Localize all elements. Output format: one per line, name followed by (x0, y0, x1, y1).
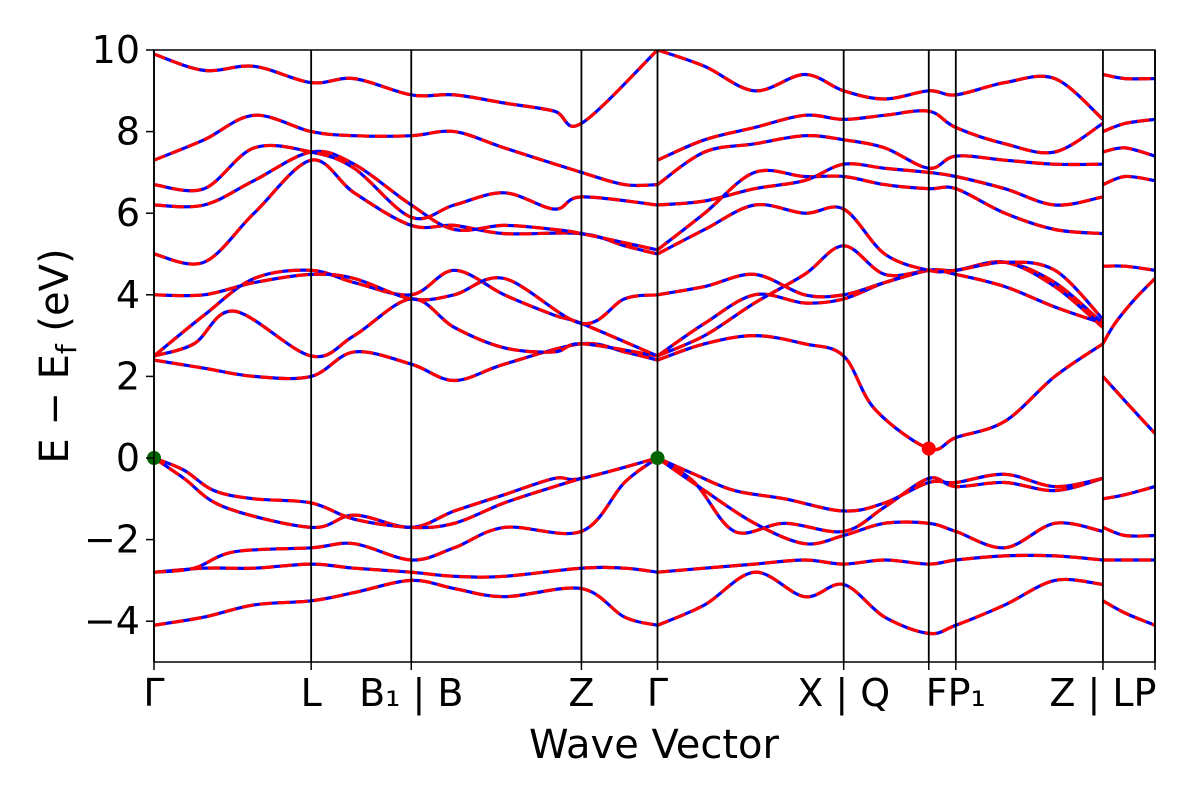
plot-frame (153, 49, 1156, 663)
band-line-19 (656, 202, 1105, 321)
band-line-1 (656, 570, 1104, 636)
band-line-32 (1102, 525, 1155, 538)
band-line-29-overlay (1101, 277, 1155, 345)
band-line-27-overlay (656, 109, 1104, 162)
y-axis-label-main: E − E (32, 354, 78, 464)
band-line-27 (656, 109, 1104, 162)
x-tick-label-7: FP₁ (926, 671, 986, 715)
band-line-26 (154, 50, 659, 128)
band-line-37 (1102, 146, 1155, 158)
x-tick-label-4: Γ (647, 671, 668, 715)
y-axis-label-unit: (eV) (32, 248, 78, 344)
band-line-11 (656, 333, 1104, 452)
x-tick-label-0: Γ (143, 671, 164, 715)
band-line-21-overlay (656, 168, 1104, 252)
y-tick-label-5: 6 (116, 191, 140, 235)
band-line-36 (1102, 174, 1155, 187)
band-line-25-overlay (656, 133, 1103, 186)
x-tick-label-8: Z | LP (1049, 671, 1156, 716)
band-line-3-overlay (657, 553, 1104, 574)
band-line-23 (657, 162, 1104, 207)
x-tick-label-5: X | Q (797, 671, 890, 716)
x-tick-label-3: Z (568, 671, 594, 715)
x-axis-label: Wave Vector (529, 722, 780, 768)
band-line-28 (656, 50, 1104, 121)
band-line-6 (154, 456, 582, 530)
x-tick-label-1: L (301, 671, 322, 715)
y-tick-label-4: 4 (116, 273, 140, 317)
band-line-7-overlay (656, 456, 1104, 535)
y-tick-label-1: −2 (84, 518, 140, 562)
band-line-7 (656, 456, 1104, 535)
y-axis-label: E − Ef (eV) (32, 248, 83, 463)
y-tick-label-3: 2 (116, 354, 140, 398)
y-tick-label-6: 8 (116, 110, 140, 154)
band-line-28-overlay (656, 50, 1104, 121)
band-line-30 (1101, 375, 1155, 435)
band-line-39 (1102, 117, 1155, 134)
extremum-markers (147, 441, 936, 465)
band-line-3 (657, 553, 1104, 574)
y-tick-label-7: 10 (92, 28, 140, 72)
x-tick-label-2: B₁ | B (359, 671, 463, 716)
y-tick-label-0: −4 (84, 599, 140, 643)
band-line-31 (1102, 485, 1155, 501)
band-line-8 (656, 456, 1104, 513)
band-line-14 (656, 268, 1104, 358)
band-line-20 (154, 149, 658, 252)
band-line-25 (656, 133, 1103, 186)
band-line-17 (657, 260, 1104, 329)
band-lines (154, 50, 1155, 636)
y-axis: −4 −2 0 2 4 6 8 10 (84, 28, 154, 643)
band-line-11-overlay (656, 333, 1104, 452)
marker-cbm-2 (921, 441, 936, 456)
band-line-21 (656, 168, 1104, 252)
band-line-12 (154, 297, 658, 359)
band-line-38 (1102, 72, 1155, 81)
y-axis-label-sub: f (50, 343, 83, 354)
marker-vbm-1 (650, 451, 665, 465)
band-line-29 (1101, 277, 1155, 345)
y-tick-label-2: 0 (116, 436, 140, 480)
band-line-35 (1102, 264, 1155, 272)
x-axis: Γ L B₁ | B Z Γ X | Q FP₁ Z | LP (143, 662, 1156, 716)
band-line-34 (1102, 599, 1155, 627)
band-line-9 (656, 456, 1104, 550)
band-line-1-overlay (656, 570, 1104, 636)
